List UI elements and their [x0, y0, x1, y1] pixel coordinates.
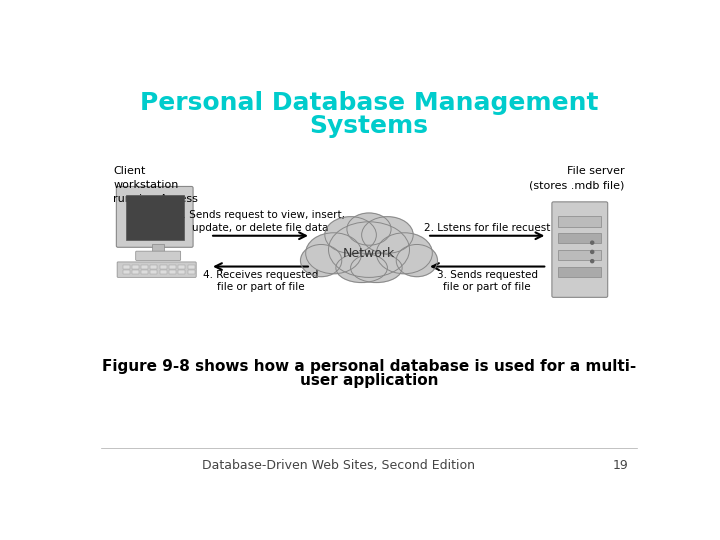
Ellipse shape — [351, 253, 402, 282]
Ellipse shape — [306, 233, 361, 274]
FancyBboxPatch shape — [117, 262, 196, 278]
FancyBboxPatch shape — [136, 251, 181, 260]
Bar — [141, 271, 148, 274]
Bar — [188, 265, 194, 269]
Bar — [160, 271, 167, 274]
Text: 4. Receives requested
file or part of file: 4. Receives requested file or part of fi… — [203, 269, 318, 292]
Ellipse shape — [325, 217, 377, 253]
Bar — [169, 265, 176, 269]
Bar — [122, 271, 130, 274]
Ellipse shape — [377, 233, 432, 274]
FancyBboxPatch shape — [117, 186, 193, 247]
Text: Figure 9-8 shows how a personal database is used for a multi-: Figure 9-8 shows how a personal database… — [102, 359, 636, 374]
Ellipse shape — [361, 217, 413, 253]
Bar — [160, 265, 167, 269]
Bar — [122, 265, 130, 269]
Ellipse shape — [336, 253, 387, 282]
Text: Systems: Systems — [310, 114, 428, 138]
Bar — [132, 271, 139, 274]
Text: Client
workstation
running Access: Client workstation running Access — [113, 166, 198, 205]
Bar — [150, 271, 158, 274]
Text: 3. Sends requested
file or part of file: 3. Sends requested file or part of file — [437, 269, 538, 292]
Text: Network: Network — [343, 247, 395, 260]
Text: 19: 19 — [613, 458, 629, 472]
Text: Personal Database Management: Personal Database Management — [140, 91, 598, 116]
Circle shape — [590, 241, 594, 244]
Bar — [179, 265, 185, 269]
Ellipse shape — [328, 222, 410, 278]
Bar — [558, 215, 600, 226]
Bar — [169, 271, 176, 274]
Text: File server
(stores .mdb file): File server (stores .mdb file) — [529, 166, 625, 191]
Ellipse shape — [300, 245, 342, 276]
Circle shape — [590, 251, 594, 253]
Bar — [150, 265, 158, 269]
Bar — [558, 267, 600, 278]
Bar — [558, 233, 600, 244]
Bar — [132, 265, 139, 269]
Bar — [558, 249, 600, 260]
FancyBboxPatch shape — [552, 202, 608, 298]
Bar — [179, 271, 185, 274]
Bar — [152, 244, 164, 253]
Bar — [126, 195, 184, 240]
Circle shape — [590, 260, 594, 262]
Ellipse shape — [396, 245, 438, 276]
Bar — [141, 265, 148, 269]
Ellipse shape — [347, 213, 391, 245]
Text: Database-Driven Web Sites, Second Edition: Database-Driven Web Sites, Second Editio… — [202, 458, 474, 472]
Text: 1. Sends request to view, insert,
update, or delete file data: 1. Sends request to view, insert, update… — [176, 210, 345, 233]
Text: user application: user application — [300, 373, 438, 388]
Text: 2. Lstens for file recuest: 2. Lstens for file recuest — [424, 222, 550, 233]
Bar — [188, 271, 194, 274]
